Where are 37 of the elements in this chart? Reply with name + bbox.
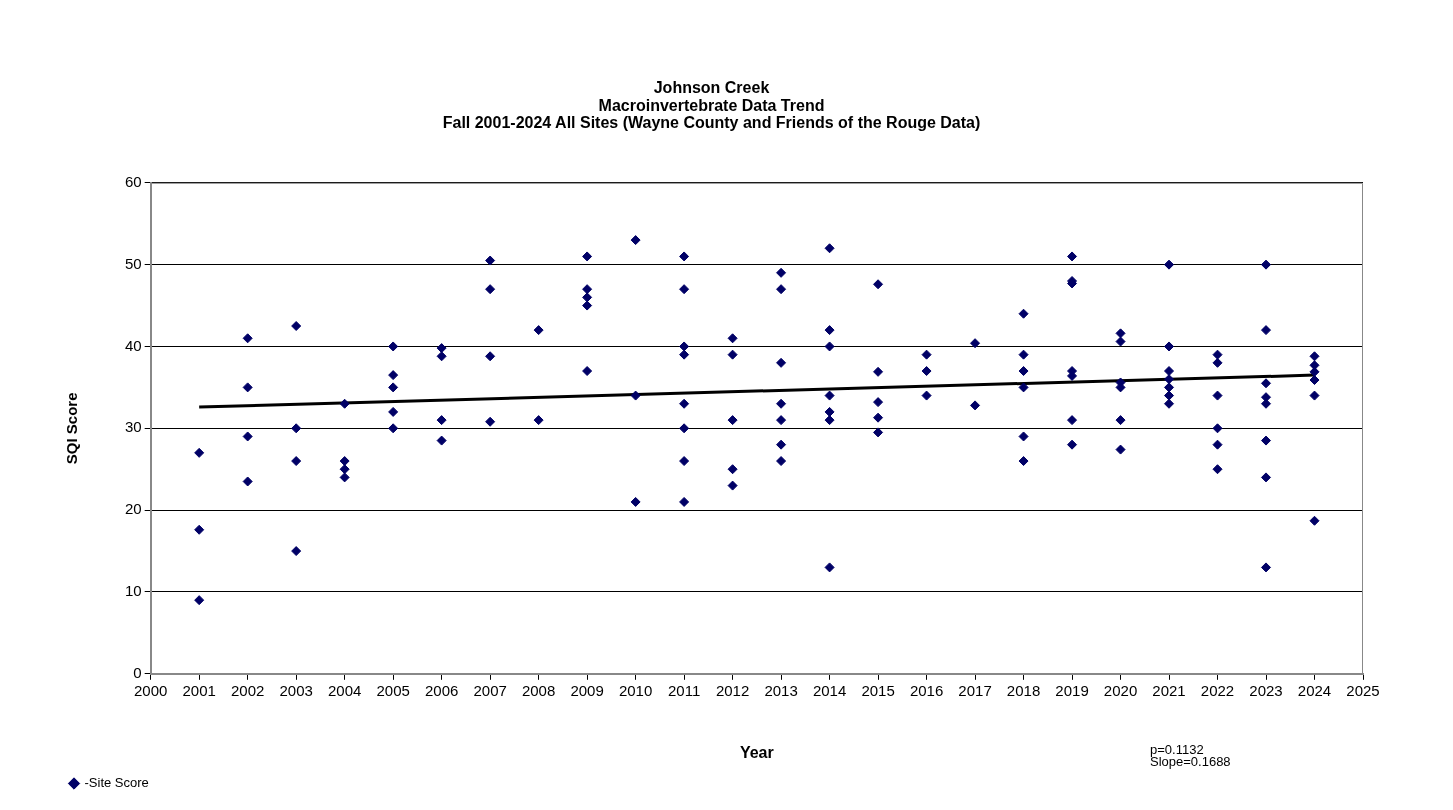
x-tick-label: 2003	[279, 681, 313, 699]
x-tick-label: 2002	[230, 681, 265, 699]
x-tick-label: 2011	[667, 681, 701, 699]
chart-title: Johnson Creek Macroinvertebrate Data Trend Fall 2001-2024 All Sites (Wayne County and Friends of the Rouge Data)	[442, 79, 981, 132]
y-tick-label: 20	[125, 500, 142, 518]
y-tick-label: 30	[125, 418, 142, 436]
x-tick-label: 2025	[1346, 681, 1380, 699]
y-tick-label: 0	[133, 663, 142, 681]
x-tick-label: 2024	[1297, 681, 1332, 699]
x-tick-label: 2005	[376, 681, 410, 699]
x-tick-label: 2009	[570, 681, 604, 699]
x-tick-label: 2019	[1055, 681, 1089, 699]
y-tick-label: 50	[125, 254, 142, 272]
x-tick-label: 2014	[812, 681, 847, 699]
x-tick-label: 2006	[424, 681, 459, 699]
x-tick-label: 2021	[1152, 681, 1186, 699]
x-tick-label: 2007	[473, 681, 507, 699]
x-axis-title: Year	[739, 743, 774, 761]
x-tick-label: 2017	[958, 681, 992, 699]
x-tick-label: 2008	[521, 681, 556, 699]
x-tick-label: 2023	[1249, 681, 1283, 699]
x-tick-label: 2015	[861, 681, 895, 699]
x-tick-label: 2004	[327, 681, 362, 699]
y-tick-label: 60	[125, 172, 142, 190]
y-tick-label: 10	[125, 582, 142, 600]
x-tick-label: 2001	[182, 681, 216, 699]
x-tick-label: 2016	[909, 681, 944, 699]
x-tick-label: 2012	[715, 681, 750, 699]
legend-label: -Site Score	[84, 775, 149, 791]
x-tick-label: 2018	[1006, 681, 1041, 699]
x-tick-label: 2010	[618, 681, 653, 699]
y-axis-title: SQI Score	[63, 392, 81, 465]
x-tick-label: 2020	[1103, 681, 1138, 699]
x-tick-label: 2000	[134, 681, 168, 699]
x-tick-label: 2022	[1200, 681, 1235, 699]
y-tick-label: 40	[125, 336, 142, 354]
x-tick-label: 2013	[764, 681, 798, 699]
